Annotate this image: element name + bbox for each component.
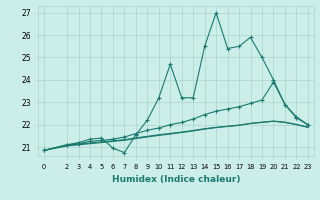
X-axis label: Humidex (Indice chaleur): Humidex (Indice chaleur) — [112, 175, 240, 184]
